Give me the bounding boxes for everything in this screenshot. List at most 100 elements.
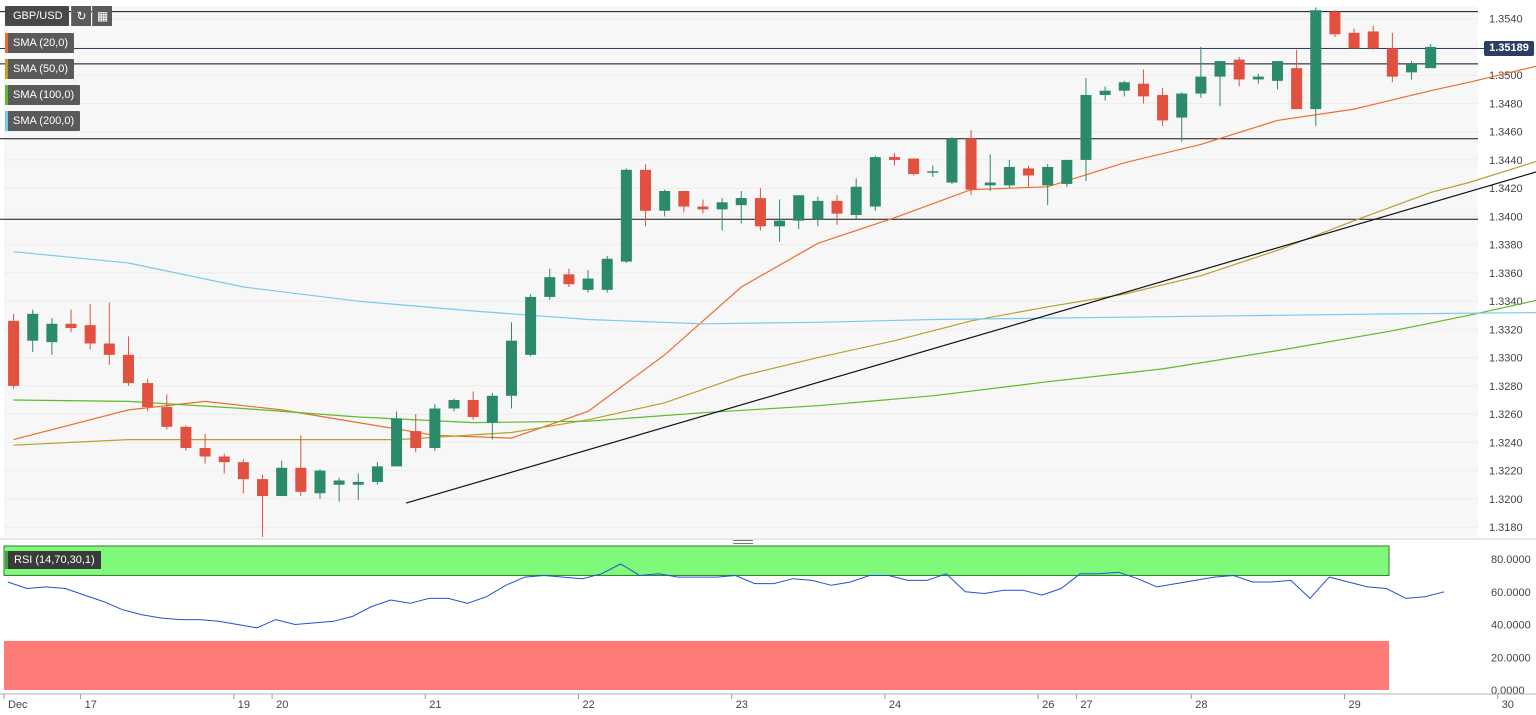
candle-body <box>793 195 805 221</box>
candle-body <box>812 200 824 220</box>
price-tick-label: 1.3380 <box>1489 240 1523 252</box>
x-tick-label: 22 <box>583 699 595 711</box>
candle-body <box>1023 168 1035 176</box>
rsi-oversold-zone <box>4 640 1389 690</box>
sma-50-label: SMA (50,0) <box>13 63 69 75</box>
candle-body <box>410 431 422 449</box>
candle-body <box>237 462 249 480</box>
price-tick-label: 1.3300 <box>1489 353 1523 365</box>
candle-body <box>869 157 881 207</box>
trendline-segment[interactable] <box>405 36 1536 504</box>
rsi-swatch <box>5 551 8 569</box>
x-tick-label: 21 <box>429 699 441 711</box>
price-tick-label: 1.3420 <box>1489 183 1523 195</box>
rsi-label: RSI (14,70,30,1) <box>14 554 95 566</box>
rsi-indicator-tag[interactable]: RSI (14,70,30,1) <box>5 551 101 569</box>
candle-body <box>103 343 115 355</box>
candle-body <box>8 320 20 386</box>
price-tick-label: 1.3500 <box>1489 70 1523 82</box>
candle-body <box>716 202 728 210</box>
x-tick-label: 23 <box>736 699 748 711</box>
rsi-line <box>7 563 1445 629</box>
candle-body <box>774 220 786 227</box>
indicator-sma-200[interactable]: SMA (200,0) <box>5 111 81 131</box>
candle-body <box>1214 61 1226 77</box>
candle-body <box>620 169 632 262</box>
candle-body <box>1137 83 1149 97</box>
candle-body <box>582 278 594 290</box>
candle-body <box>831 200 843 214</box>
candle-body <box>525 296 537 355</box>
candle-body <box>1003 166 1015 186</box>
candle-body <box>640 169 652 211</box>
candle-body <box>429 408 441 449</box>
candle-body <box>371 466 383 482</box>
x-tick-label: 26 <box>1042 699 1054 711</box>
refresh-icon[interactable]: ↻ <box>71 6 91 26</box>
sma-line <box>13 65 1536 441</box>
candle-body <box>467 400 479 417</box>
symbol-label: GBP/USD <box>13 10 63 22</box>
candle-body <box>199 448 211 457</box>
symbol-tag[interactable]: GBP/USD <box>5 6 69 26</box>
candle-body <box>1176 93 1188 118</box>
rsi-zones <box>3 545 1390 690</box>
price-pane-bg <box>4 6 1478 537</box>
rsi-tick-label: 60.0000 <box>1491 587 1531 599</box>
price-tick-label: 1.3220 <box>1489 466 1523 478</box>
candle-body <box>46 323 58 343</box>
indicator-sma-20[interactable]: SMA (20,0) <box>5 33 75 53</box>
x-tick-label: 20 <box>276 699 288 711</box>
candle-body <box>295 467 307 492</box>
candle-body <box>142 383 154 408</box>
trendline[interactable] <box>405 36 1536 504</box>
candle-body <box>391 418 403 467</box>
indicator-sma-50[interactable]: SMA (50,0) <box>5 59 75 79</box>
candle-body <box>27 313 39 341</box>
candle-body <box>1042 166 1054 186</box>
x-axis: Dec17192021222324262728293031Jan34 <box>3 694 1514 711</box>
candle-body <box>65 323 77 328</box>
candle-body <box>1157 94 1169 121</box>
price-tick-label: 1.3400 <box>1489 211 1523 223</box>
candle-body <box>1386 48 1398 77</box>
candle-body <box>1252 76 1264 80</box>
candle-body <box>352 481 364 485</box>
price-y-axis: 1.3180 1.3200 1.3220 1.3240 1.3260 1.3280 1.33… <box>1489 14 1523 534</box>
sma-20-label: SMA (20,0) <box>13 37 69 49</box>
candle-body <box>1233 59 1245 80</box>
candle-body <box>1271 61 1283 81</box>
x-tick-label: 19 <box>238 699 250 711</box>
x-tick-label: 24 <box>889 699 901 711</box>
x-tick-label: 28 <box>1195 699 1207 711</box>
price-tick-label: 1.3200 <box>1489 494 1523 506</box>
price-tick-label: 1.3440 <box>1489 155 1523 167</box>
candle-body <box>448 400 460 409</box>
candle-body <box>735 198 747 206</box>
price-tick-label: 1.3340 <box>1489 296 1523 308</box>
candle-body <box>218 456 230 463</box>
indicator-sma-100[interactable]: SMA (100,0) <box>5 85 81 105</box>
rsi-y-axis: 0.0000 20.0000 40.0000 60.0000 80.0000 <box>1491 554 1531 697</box>
candle-body <box>84 325 96 344</box>
horizontal-levels <box>0 11 1484 220</box>
candle-body <box>888 157 900 160</box>
candle-body <box>180 426 192 449</box>
sma-200-label: SMA (200,0) <box>13 115 75 127</box>
calendar-icon[interactable]: ▦ <box>92 6 112 26</box>
candles <box>8 7 1437 537</box>
candle-body <box>314 470 326 494</box>
candle-body <box>946 138 958 183</box>
candle-body <box>1118 82 1130 91</box>
candle-body <box>678 191 690 207</box>
pane-splitter-handle[interactable] <box>733 540 753 544</box>
candle-body <box>563 274 575 285</box>
candle-body <box>1061 159 1073 184</box>
candle-body <box>544 277 556 297</box>
price-tick-label: 1.3180 <box>1489 522 1523 534</box>
rsi-series-line <box>7 563 1445 629</box>
x-tick-label: 29 <box>1349 699 1361 711</box>
candle-body <box>659 191 671 211</box>
x-tick-label: Dec <box>8 699 28 711</box>
